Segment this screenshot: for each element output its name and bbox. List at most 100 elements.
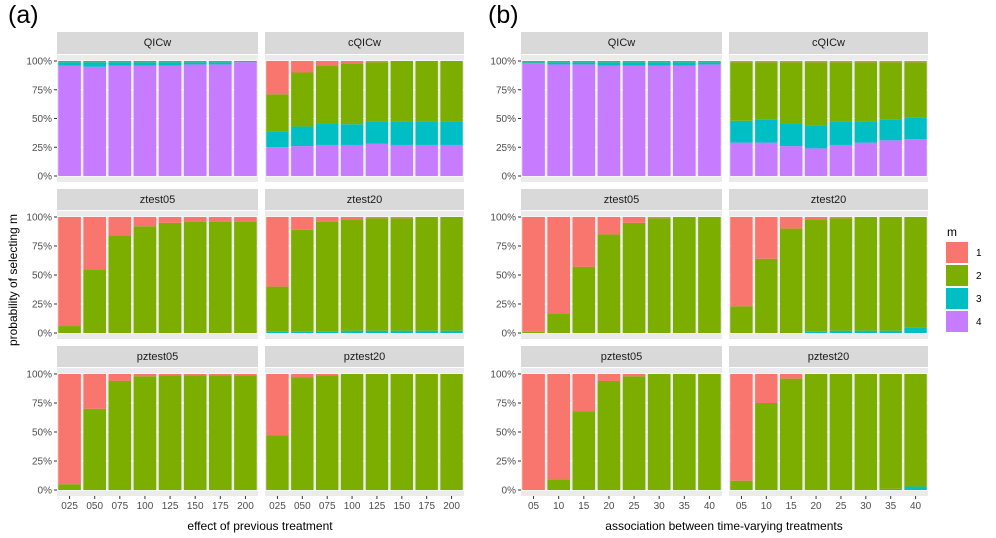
x-tick-label: 100 [137, 501, 154, 512]
x-tick-label: 25 [629, 501, 641, 512]
x-tick-label: 150 [187, 501, 204, 512]
bar-segment-m2 [622, 61, 646, 63]
legend-swatch [946, 311, 968, 332]
bar-segment-m3 [522, 62, 545, 64]
bar-segment-m2 [755, 258, 778, 333]
facet-title: cQICw [812, 37, 845, 49]
bar-segment-m4 [440, 144, 463, 176]
bar-segment-m1 [315, 61, 339, 66]
bar-segment-m2 [133, 61, 157, 63]
bar-segment-m4 [209, 64, 232, 176]
bar-segment-m2 [572, 411, 596, 490]
bar-segment-m3 [83, 62, 106, 67]
bar-segment-m2 [291, 229, 314, 332]
bar-segment-m4 [58, 65, 81, 176]
x-tick-label: 200 [237, 501, 254, 512]
bar-segment-m2 [83, 269, 106, 333]
x-tick-label: 125 [369, 501, 386, 512]
y-tick-label: 0% [502, 486, 517, 497]
bar-segment-m2 [547, 313, 570, 333]
x-tick-label: 050 [86, 501, 103, 512]
bar-segment-m1 [730, 61, 753, 63]
facet-strip [265, 189, 464, 210]
bar-segment-m1 [829, 217, 853, 219]
bar-segment-m2 [234, 221, 257, 333]
bar-segment-m4 [572, 64, 596, 176]
y-tick-label: 100% [26, 370, 52, 381]
bar-segment-m1 [390, 217, 414, 219]
bar-segment-m1 [234, 374, 257, 376]
bar-segment-m4 [779, 146, 803, 176]
y-tick-label: 25% [496, 300, 516, 311]
bar-segment-m2 [698, 374, 721, 490]
bar-segment-m1 [365, 217, 389, 219]
bar-segment-m2 [522, 331, 545, 333]
bar-segment-m1 [829, 61, 853, 63]
x-tick-label: 05 [528, 501, 540, 512]
bar-segment-m1 [315, 217, 339, 222]
bar-segment-m2 [209, 221, 232, 333]
bar-segment-m3 [415, 330, 438, 333]
bar-segment-m2 [158, 222, 182, 333]
bar-segment-m2 [730, 306, 753, 333]
facet-QICw: QICw 0% 25% 50% 75% 100% [26, 32, 258, 183]
bar-segment-m2 [547, 61, 570, 63]
x-tick-label: 050 [294, 501, 311, 512]
bar-segment-m3 [879, 330, 902, 333]
bar-segment-m1 [291, 217, 314, 230]
bar-segment-m3 [340, 330, 364, 333]
legend-label: 3 [976, 294, 982, 305]
y-tick-label: 75% [496, 399, 516, 410]
bar-segment-m1 [804, 217, 828, 220]
facet-title: cQICw [348, 37, 381, 49]
bar-segment-m1 [291, 374, 314, 378]
bar-segment-m2 [183, 221, 207, 333]
bar-segment-m3 [647, 62, 671, 66]
bar-segment-m2 [622, 376, 646, 490]
bar-segment-m1 [209, 374, 232, 376]
bar-segment-m2 [158, 61, 182, 63]
bar-segment-m4 [879, 140, 902, 176]
bar-segment-m1 [108, 374, 132, 381]
bar-segment-m1 [904, 61, 927, 63]
facet-strip [729, 346, 928, 367]
bar-segment-m2 [266, 286, 289, 332]
bar-segment-m2 [854, 217, 878, 331]
facet-strip [521, 346, 722, 367]
x-tick-label: 100 [344, 501, 361, 512]
bar-segment-m2 [440, 374, 463, 490]
facet-ztest20: ztest20 [265, 189, 464, 339]
bar-segment-m2 [440, 61, 463, 122]
bar-segment-m4 [622, 65, 646, 176]
y-tick-label: 100% [26, 57, 52, 68]
bar-segment-m1 [622, 217, 646, 223]
bar-segment-m1 [572, 374, 596, 412]
bar-segment-m1 [622, 374, 646, 377]
y-tick-label: 100% [490, 213, 516, 224]
bar-segment-m2 [340, 374, 364, 490]
bar-segment-m3 [390, 121, 414, 145]
bar-segment-m2 [234, 375, 257, 490]
bar-segment-m2 [365, 62, 389, 122]
bar-segment-m2 [83, 61, 106, 63]
bar-segment-m3 [698, 62, 721, 65]
x-tick-label: 40 [704, 501, 716, 512]
y-tick-label: 100% [26, 213, 52, 224]
bar-segment-m3 [730, 120, 753, 143]
bar-segment-m3 [315, 331, 339, 333]
facet-title: pztest05 [137, 351, 179, 363]
bar-segment-m1 [647, 217, 671, 219]
bar-segment-m4 [647, 65, 671, 176]
facet-strip [521, 32, 722, 54]
bar-segment-m4 [698, 64, 721, 176]
bar-segment-m1 [879, 61, 902, 63]
bar-segment-m1 [340, 217, 364, 220]
legend-swatch [946, 242, 968, 263]
bar-segment-m3 [209, 62, 232, 65]
bar-segment-m3 [183, 62, 207, 65]
panel-grid: QICw0%25%50%75%100%cQICwztest050%25%50%7… [26, 32, 928, 512]
bar-segment-m2 [597, 234, 621, 333]
bar-segment-m1 [133, 217, 157, 227]
y-tick-label: 25% [32, 457, 52, 468]
